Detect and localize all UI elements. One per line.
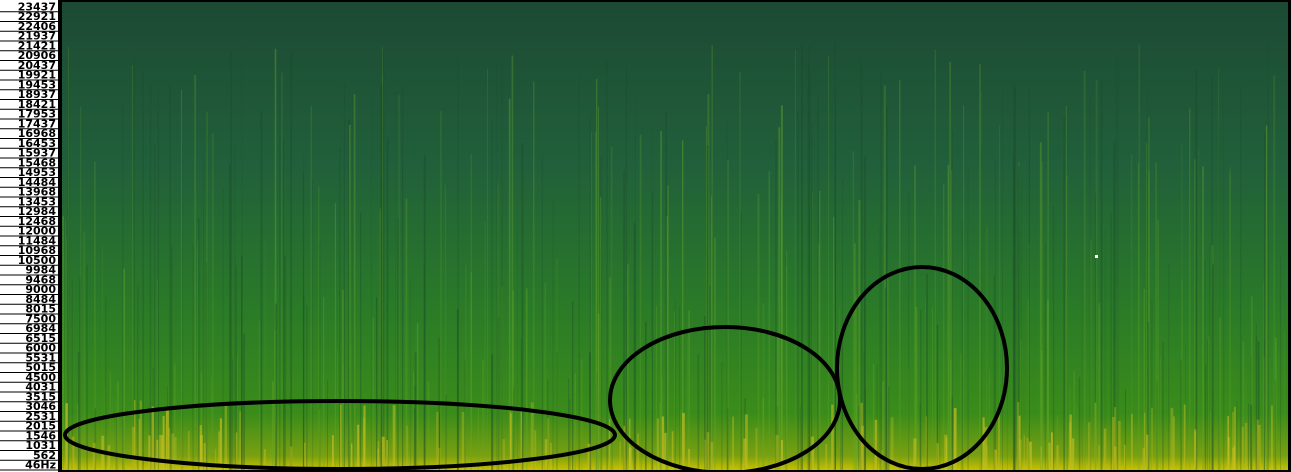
frequency-label: 14484 [18, 176, 57, 189]
frequency-label: 9984 [25, 264, 56, 277]
frequency-label: 2531 [25, 410, 56, 423]
frequency-label: 6515 [25, 332, 56, 345]
frequency-label: 15937 [18, 147, 56, 160]
frequency-label: 6984 [25, 322, 56, 335]
frequency-label: 5531 [25, 351, 56, 364]
frequency-label: 23437 [18, 0, 56, 13]
frequency-label: 12468 [18, 215, 56, 228]
frequency-label: 21937 [18, 30, 56, 43]
frequency-label: 17437 [18, 117, 56, 130]
frequency-label: 7500 [25, 312, 56, 325]
frequency-label: 1031 [25, 439, 56, 452]
frequency-label: 46Hz [25, 459, 56, 472]
frequency-label: 19453 [18, 78, 56, 91]
annotation-ellipse [835, 265, 1009, 471]
frequency-label: 12984 [18, 205, 57, 218]
frequency-label: 9000 [25, 283, 56, 296]
frequency-label: 10500 [18, 254, 57, 267]
frequency-label: 21421 [18, 39, 56, 52]
frequency-label: 3515 [25, 390, 56, 403]
frequency-label: 3046 [25, 400, 56, 413]
frequency-label: 8484 [25, 293, 56, 306]
frequency-label: 1546 [25, 429, 56, 442]
frequency-label: 13968 [18, 186, 56, 199]
frequency-label: 12000 [18, 225, 57, 238]
frequency-label: 16968 [18, 127, 56, 140]
frequency-label: 22406 [18, 20, 57, 33]
frequency-label: 8015 [25, 303, 56, 316]
frequency-label: 10968 [18, 244, 56, 257]
frequency-label: 15468 [18, 156, 56, 169]
frequency-label: 17953 [18, 108, 56, 121]
frequency-label: 20437 [18, 59, 56, 72]
frequency-label: 562 [33, 449, 56, 462]
cursor-marker [1095, 255, 1098, 258]
frequency-label: 16453 [18, 137, 56, 150]
frequency-label: 18421 [18, 98, 56, 111]
frequency-label: 18937 [18, 88, 56, 101]
frequency-label: 5015 [25, 361, 56, 374]
frequency-label: 4500 [25, 371, 56, 384]
frequency-label: 2015 [25, 420, 56, 433]
frequency-label: 4031 [25, 381, 56, 394]
spectrogram [62, 2, 1288, 470]
frequency-labels: 2343722921224062193721421209062043719921… [0, 0, 58, 472]
frequency-label: 9468 [25, 273, 56, 286]
frequency-label: 22921 [18, 10, 56, 23]
frequency-label: 13453 [18, 195, 56, 208]
frequency-label: 6000 [25, 342, 56, 355]
frequency-label: 20906 [18, 49, 57, 62]
annotations [63, 265, 1009, 472]
frequency-label: 14953 [18, 166, 56, 179]
frequency-label: 19921 [18, 69, 56, 82]
frequency-label: 11484 [18, 234, 57, 247]
annotation-ellipse [63, 399, 617, 471]
